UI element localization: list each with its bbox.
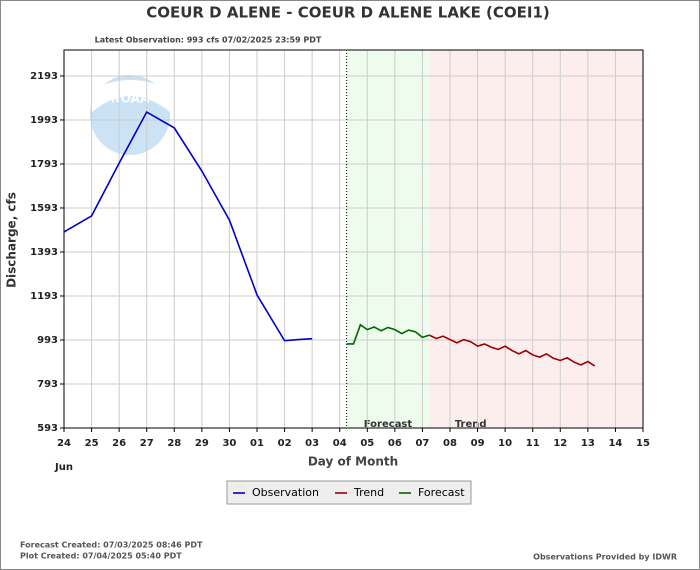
subtitle: Latest Observation: 993 cfs 07/02/2025 2… [95, 36, 322, 45]
x-tick-label: 11 [526, 438, 540, 449]
legend-label: Forecast [418, 486, 465, 499]
x-tick-label: 03 [305, 438, 319, 449]
x-tick-label: 30 [222, 438, 236, 449]
y-tick-label: 1993 [30, 115, 58, 126]
x-tick-label: 07 [415, 438, 429, 449]
logo-text: NOAA [111, 92, 150, 106]
x-tick-label: 10 [498, 438, 512, 449]
region [429, 50, 643, 428]
y-tick-label: 993 [37, 335, 58, 346]
logo-circle [90, 75, 170, 155]
region-label: Forecast [364, 419, 413, 430]
legend: Observation Trend Forecast [226, 480, 472, 505]
x-axis-label: Day of Month [308, 455, 398, 469]
y-tick-label: 1793 [30, 159, 58, 170]
footer-note: Forecast Created: 07/03/2025 08:46 PDT [20, 541, 203, 550]
series-line [346, 323, 430, 345]
y-axis-label: Discharge, cfs [5, 192, 19, 288]
month-label: Jun [54, 462, 73, 473]
x-tick-label: 06 [388, 438, 402, 449]
x-tick-label: 28 [167, 438, 181, 449]
x-tick-label: 24 [57, 438, 71, 449]
y-tick-label: 2193 [30, 71, 58, 82]
x-tick-label: 09 [471, 438, 485, 449]
legend-label: Observation [252, 486, 319, 499]
x-tick-label: 12 [553, 438, 567, 449]
region [346, 50, 430, 428]
x-tick-label: 25 [85, 438, 99, 449]
x-tick-label: 02 [278, 438, 292, 449]
chart-title: COEUR D ALENE - COEUR D ALENE LAKE (COEI… [146, 4, 550, 22]
x-tick-label: 15 [636, 438, 650, 449]
series-line [428, 334, 596, 367]
y-tick-label: 1193 [30, 291, 58, 302]
series-line [63, 110, 313, 342]
x-tick-label: 08 [443, 438, 457, 449]
legend-label: Trend [353, 486, 384, 499]
legend-box [226, 480, 472, 505]
y-tick-label: 1393 [30, 247, 58, 258]
plot-border [63, 49, 644, 429]
logo: NOAA [90, 75, 170, 155]
y-tick-label: 593 [37, 423, 58, 434]
region-label: Trend [455, 419, 487, 430]
x-tick-label: 05 [360, 438, 374, 449]
x-tick-label: 26 [112, 438, 126, 449]
x-tick-label: 01 [250, 438, 264, 449]
x-tick-label: 27 [140, 438, 154, 449]
y-tick-label: 793 [37, 379, 58, 390]
x-tick-label: 04 [333, 438, 347, 449]
footer-note: Plot Created: 07/04/2025 05:40 PDT [20, 552, 182, 561]
logo-swoosh [92, 80, 170, 112]
y-tick-label: 1593 [30, 203, 58, 214]
x-tick-label: 29 [195, 438, 209, 449]
footer-note: Observations Provided by IDWR [533, 553, 677, 562]
x-tick-label: 13 [581, 438, 595, 449]
x-tick-label: 14 [608, 438, 622, 449]
